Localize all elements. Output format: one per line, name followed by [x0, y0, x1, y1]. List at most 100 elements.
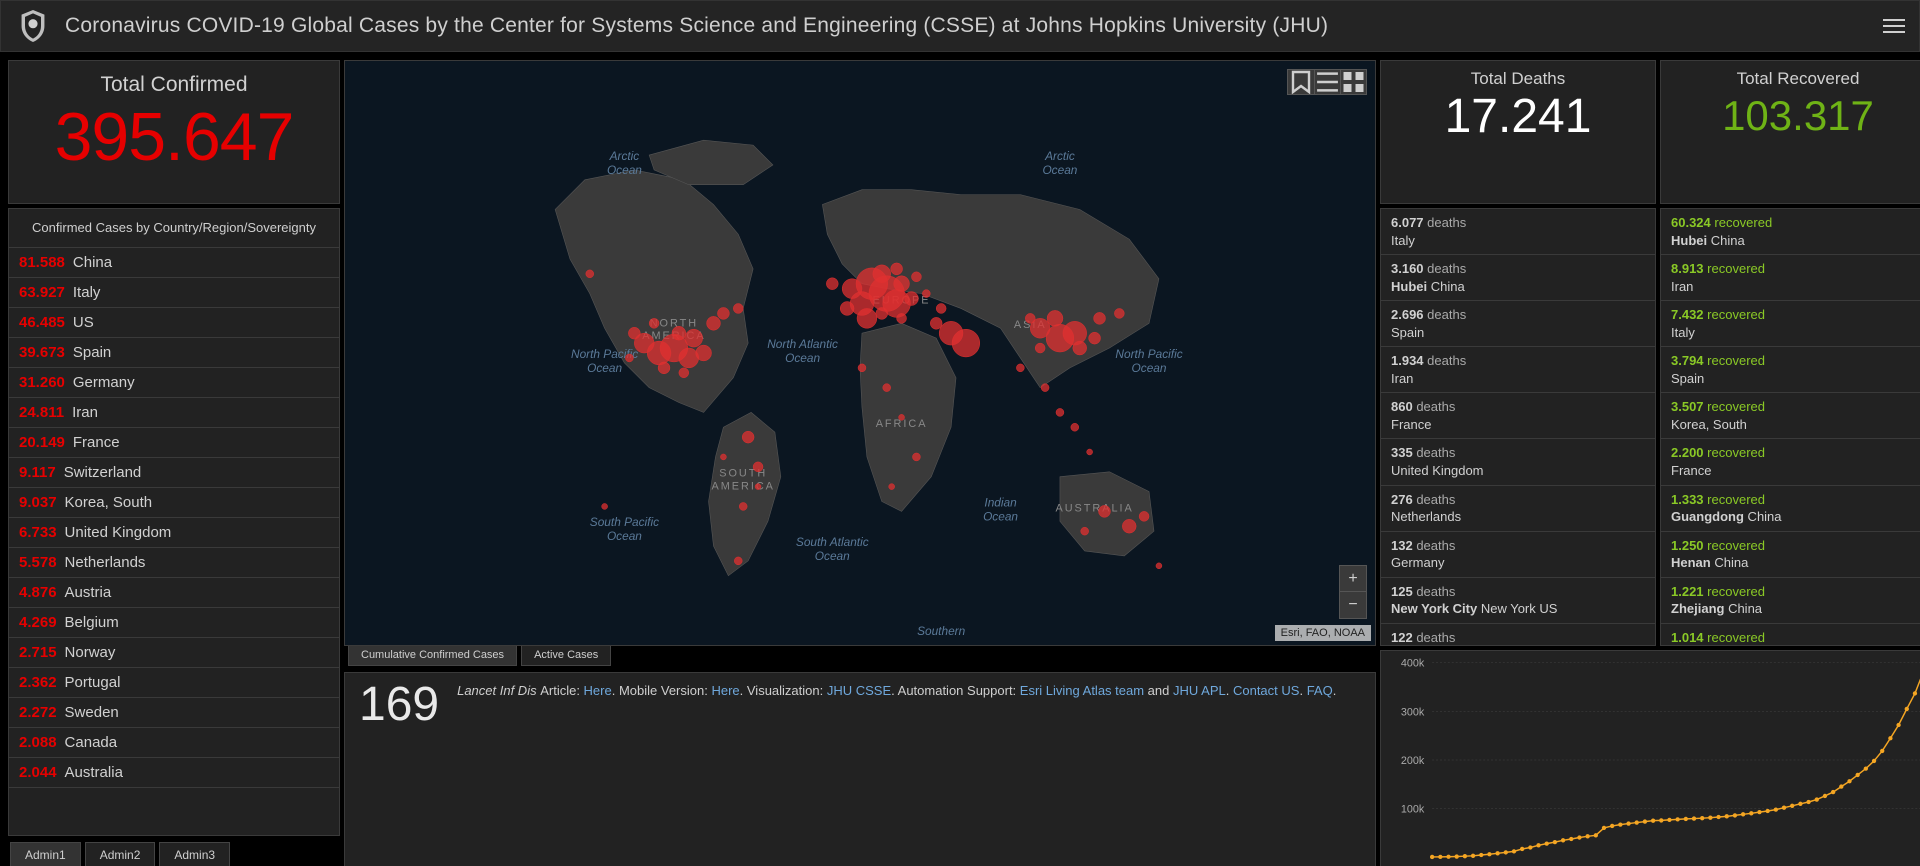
- world-map[interactable]: ArcticOceanArcticOceanNorth PacificOcean…: [345, 61, 1375, 645]
- list-item[interactable]: 1.934 deathsIran: [1381, 347, 1655, 393]
- list-item[interactable]: 2.696 deathsSpain: [1381, 301, 1655, 347]
- list-item[interactable]: 63.927Italy: [9, 278, 339, 308]
- footer-number: 169: [359, 681, 439, 861]
- list-item[interactable]: 6.077 deathsItaly: [1381, 209, 1655, 255]
- svg-text:North Pacific: North Pacific: [1115, 347, 1182, 361]
- confirmed-list-panel: Confirmed Cases by Country/Region/Sovere…: [8, 208, 340, 836]
- svg-text:100k: 100k: [1401, 804, 1425, 816]
- list-item[interactable]: 3.794 recoveredSpain: [1661, 347, 1920, 393]
- map-attribution: Esri, FAO, NOAA: [1275, 625, 1371, 641]
- list-item[interactable]: 8.913 recoveredIran: [1661, 255, 1920, 301]
- list-item[interactable]: 3.160 deathsHubei China: [1381, 255, 1655, 301]
- admin-tab[interactable]: Admin1: [10, 842, 81, 866]
- svg-text:Ocean: Ocean: [607, 163, 642, 177]
- list-item[interactable]: 9.117Switzerland: [9, 458, 339, 488]
- menu-icon[interactable]: [1883, 15, 1905, 37]
- list-item[interactable]: 132 deathsGermany: [1381, 532, 1655, 578]
- svg-text:Ocean: Ocean: [607, 529, 642, 543]
- map-tools: [1287, 69, 1367, 95]
- admin-tab[interactable]: Admin2: [85, 842, 156, 866]
- list-item[interactable]: 2.272Sweden: [9, 698, 339, 728]
- zoom-in-button[interactable]: +: [1340, 566, 1366, 592]
- deaths-list-body[interactable]: 6.077 deathsItaly3.160 deathsHubei China…: [1381, 209, 1655, 645]
- svg-text:Ocean: Ocean: [587, 361, 622, 375]
- footer-link[interactable]: Here: [584, 683, 612, 698]
- list-item[interactable]: 2.044Australia: [9, 758, 339, 788]
- list-item[interactable]: 5.578Netherlands: [9, 548, 339, 578]
- list-item[interactable]: 1.221 recoveredZhejiang China: [1661, 578, 1920, 624]
- list-item[interactable]: 6.733United Kingdom: [9, 518, 339, 548]
- zoom-out-button[interactable]: −: [1340, 592, 1366, 618]
- svg-text:Arctic: Arctic: [1044, 149, 1075, 163]
- footer-link[interactable]: FAQ: [1307, 683, 1333, 698]
- map-tab[interactable]: Active Cases: [521, 644, 611, 666]
- list-item[interactable]: 1.333 recoveredGuangdong China: [1661, 486, 1920, 532]
- list-item[interactable]: 39.673Spain: [9, 338, 339, 368]
- list-item[interactable]: 60.324 recoveredHubei China: [1661, 209, 1920, 255]
- map-zoom: + −: [1339, 565, 1367, 619]
- list-item[interactable]: 81.588China: [9, 248, 339, 278]
- cases-chart[interactable]: 100k200k300k400k: [1381, 651, 1920, 866]
- admin-tabs: Admin1Admin2Admin3: [8, 840, 340, 866]
- list-item[interactable]: 9.037Korea, South: [9, 488, 339, 518]
- footer-link[interactable]: Contact US: [1233, 683, 1299, 698]
- basemap-icon[interactable]: [1340, 70, 1366, 94]
- list-item[interactable]: 276 deathsNetherlands: [1381, 486, 1655, 532]
- page-title: Coronavirus COVID-19 Global Cases by the…: [65, 14, 1328, 38]
- list-item[interactable]: 1.250 recoveredHenan China: [1661, 532, 1920, 578]
- total-confirmed-label: Total Confirmed: [9, 73, 339, 97]
- footer-panel: 169 Lancet Inf Dis Article: Here. Mobile…: [344, 672, 1376, 866]
- deaths-list-panel: 6.077 deathsItaly3.160 deathsHubei China…: [1380, 208, 1656, 646]
- svg-text:Ocean: Ocean: [983, 509, 1018, 523]
- list-item[interactable]: 3.507 recoveredKorea, South: [1661, 393, 1920, 439]
- list-item[interactable]: 4.269Belgium: [9, 608, 339, 638]
- svg-text:South Pacific: South Pacific: [590, 515, 659, 529]
- bookmark-icon[interactable]: [1288, 70, 1314, 94]
- svg-text:AMERICA: AMERICA: [711, 481, 774, 493]
- list-item[interactable]: 335 deathsUnited Kingdom: [1381, 439, 1655, 485]
- list-item[interactable]: 24.811Iran: [9, 398, 339, 428]
- list-item[interactable]: 4.876Austria: [9, 578, 339, 608]
- svg-text:Arctic: Arctic: [609, 149, 640, 163]
- map-tab[interactable]: Cumulative Confirmed Cases: [348, 644, 517, 666]
- header: Coronavirus COVID-19 Global Cases by the…: [0, 0, 1920, 52]
- admin-tab[interactable]: Admin3: [159, 842, 230, 866]
- map-panel[interactable]: ArcticOceanArcticOceanNorth PacificOcean…: [344, 60, 1376, 646]
- footer-link[interactable]: Here: [711, 683, 739, 698]
- legend-icon[interactable]: [1314, 70, 1340, 94]
- footer-link[interactable]: Esri Living Atlas team: [1020, 683, 1144, 698]
- list-item[interactable]: 20.149France: [9, 428, 339, 458]
- list-item[interactable]: 1.014 recovered: [1661, 624, 1920, 645]
- list-item[interactable]: 122 deaths: [1381, 624, 1655, 645]
- list-item[interactable]: 2.715Norway: [9, 638, 339, 668]
- recovered-list-body[interactable]: 60.324 recoveredHubei China8.913 recover…: [1661, 209, 1920, 645]
- footer-link[interactable]: JHU APL: [1173, 683, 1226, 698]
- svg-text:Ocean: Ocean: [1042, 163, 1077, 177]
- svg-text:North Atlantic: North Atlantic: [767, 337, 838, 351]
- list-item[interactable]: 125 deathsNew York City New York US: [1381, 578, 1655, 624]
- list-item[interactable]: 860 deathsFrance: [1381, 393, 1655, 439]
- list-item[interactable]: 2.200 recoveredFrance: [1661, 439, 1920, 485]
- svg-text:Ocean: Ocean: [785, 351, 820, 365]
- recovered-list-panel: 60.324 recoveredHubei China8.913 recover…: [1660, 208, 1920, 646]
- list-item[interactable]: 46.485US: [9, 308, 339, 338]
- svg-text:Indian: Indian: [984, 495, 1017, 509]
- svg-text:Ocean: Ocean: [815, 549, 850, 563]
- list-item[interactable]: 31.260Germany: [9, 368, 339, 398]
- confirmed-list-heading: Confirmed Cases by Country/Region/Sovere…: [9, 209, 339, 248]
- total-recovered-label: Total Recovered: [1661, 69, 1920, 89]
- list-item[interactable]: 2.362Portugal: [9, 668, 339, 698]
- total-deaths-label: Total Deaths: [1381, 69, 1655, 89]
- footer-link[interactable]: JHU CSSE: [827, 683, 891, 698]
- total-deaths-panel: Total Deaths 17.241: [1380, 60, 1656, 204]
- total-confirmed-value: 395.647: [9, 103, 339, 171]
- list-item[interactable]: 2.088Canada: [9, 728, 339, 758]
- svg-text:300k: 300k: [1401, 706, 1425, 718]
- total-recovered-value: 103.317: [1661, 95, 1920, 137]
- list-item[interactable]: 7.432 recoveredItaly: [1661, 301, 1920, 347]
- footer-text: Lancet Inf Dis Article: Here. Mobile Ver…: [457, 681, 1336, 861]
- confirmed-list-body[interactable]: 81.588China63.927Italy46.485US39.673Spai…: [9, 248, 339, 820]
- svg-text:200k: 200k: [1401, 755, 1425, 767]
- svg-text:Ocean: Ocean: [1132, 361, 1167, 375]
- total-deaths-value: 17.241: [1381, 93, 1655, 141]
